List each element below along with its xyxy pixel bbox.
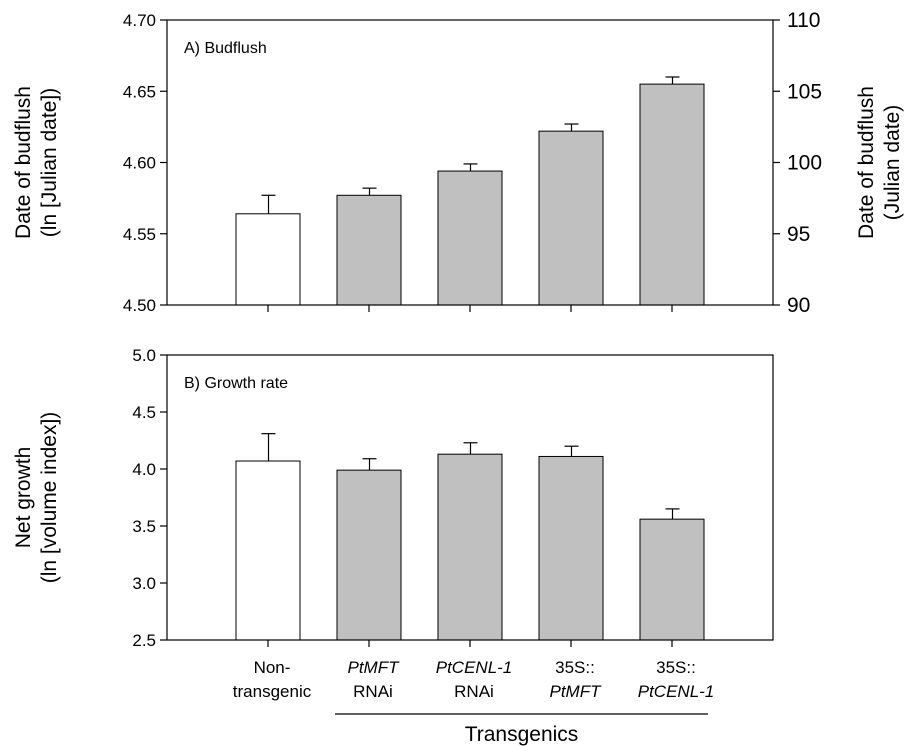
right-y-tick-label: 110 [787,9,820,32]
category-label-line2: RNAi [454,682,494,701]
y-tick-label: 4.55 [123,225,156,244]
y-tick-label: 5.0 [132,346,156,365]
y-axis-title: Net growth [12,447,35,549]
y-axis-title-line2: (ln [volume index]) [38,412,61,584]
category-label-line2: transgenic [233,682,312,701]
y-tick-label: 4.60 [123,154,156,173]
category-label-line1: Non- [254,658,291,677]
y-tick-label: 4.65 [123,82,156,101]
right-y-tick-label: 95 [787,223,810,246]
category-label-line2: PtMFT [550,682,603,701]
panel-label: B) Growth rate [184,375,288,392]
group-label: Transgenics [465,723,579,746]
y-tick-label: 4.5 [132,403,156,422]
right-y-tick-label: 100 [787,152,822,175]
y-tick-label: 3.0 [132,574,156,593]
right-y-axis-title-line2: (Julian date) [881,105,904,221]
category-label-line2: PtCENL-1 [638,682,715,701]
bar-panel2-2 [336,469,402,641]
y-axis-title-line2: (ln [Julian date]) [38,88,61,237]
bar-panel2-5 [639,518,705,641]
y-tick-label: 4.70 [123,11,156,30]
bar-panel1-5 [639,83,705,306]
right-y-axis-title: Date of budflush [855,86,878,239]
right-y-tick-label: 90 [787,294,810,317]
y-axis-title: Date of budflush [12,86,35,239]
y-tick-label: 3.5 [132,517,156,536]
category-label-line1: 35S:: [555,658,595,677]
bar-panel1-2 [336,194,402,306]
bar-panel1-4 [538,130,604,306]
bar-panel2-1 [235,460,301,641]
bar-panel1-3 [437,170,503,306]
y-tick-label: 2.5 [132,631,156,650]
category-label-line1: 35S:: [656,658,696,677]
bar-panel2-3 [437,453,503,641]
y-tick-label: 4.50 [123,296,156,315]
panel-label: A) Budflush [184,40,267,57]
y-tick-label: 4.0 [132,460,156,479]
category-label-line1: PtCENL-1 [436,658,513,677]
right-y-tick-label: 105 [787,80,822,103]
category-label-line1: PtMFT [348,658,401,677]
category-label-line2: RNAi [353,682,393,701]
bar-panel2-4 [538,455,604,641]
bar-panel1-1 [235,213,301,306]
